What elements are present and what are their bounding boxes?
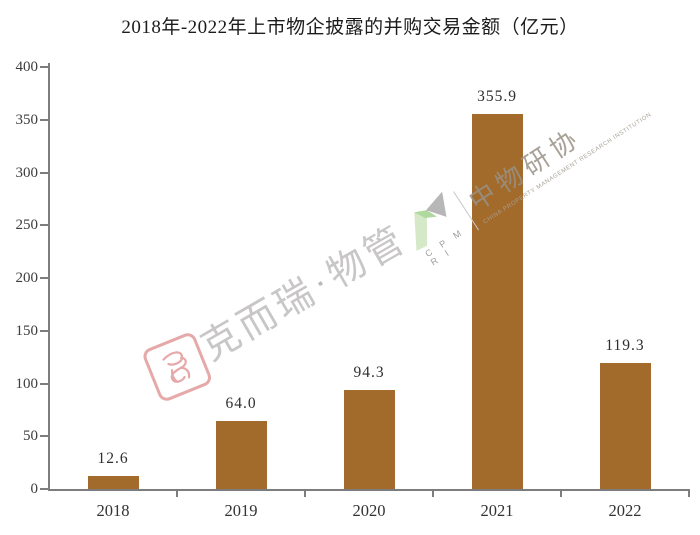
bar-value-label: 64.0 [225, 395, 257, 413]
bar-value-label: 94.3 [353, 363, 385, 381]
x-category-label: 2021 [480, 501, 514, 520]
x-category-label: 2022 [608, 501, 642, 520]
cpmri-acronym: C P M R I [423, 226, 467, 268]
x-category-label: 2020 [352, 501, 386, 520]
cpmri-logo-gray-shape [396, 190, 464, 252]
x-category-label: 2018 [96, 501, 130, 520]
x-axis-line [48, 489, 689, 491]
y-axis-tick-label: 400 [15, 59, 39, 75]
y-axis-tick-label: 350 [15, 111, 39, 128]
y-axis-tick [40, 488, 49, 490]
cpmri-logo-icon: C P M R I [396, 190, 476, 271]
y-axis-tick [40, 66, 49, 68]
bar-value-label: 355.9 [477, 87, 517, 105]
y-axis-tick-label: 300 [15, 164, 39, 181]
y-axis-tick [40, 329, 49, 332]
cpmri-cn-char: 协 [543, 121, 588, 164]
bar-2019 [215, 421, 267, 489]
chart-title: 2018年-2022年上市物企披露的并购交易金额（亿元） [121, 17, 579, 38]
y-axis-tick-label: 100 [15, 375, 39, 392]
cpmri-logo-green-mid-shape [396, 190, 464, 252]
x-axis-tick [560, 489, 562, 497]
bar-2021 [471, 113, 523, 489]
watermark-char: 物 [320, 241, 375, 297]
watermark-char: 而 [230, 292, 285, 349]
x-category-label: 2019 [224, 501, 258, 520]
x-axis-tick [176, 489, 178, 497]
watermark-char: 瑞 [267, 271, 322, 328]
y-axis-tick [40, 118, 49, 121]
y-axis-tick [40, 224, 49, 227]
x-axis-tick [432, 489, 434, 497]
bar-2020 [343, 389, 395, 489]
cpmri-cn-char: 研 [517, 138, 561, 182]
y-axis-tick [40, 277, 49, 279]
y-axis-tick-label: 0 [30, 481, 39, 497]
y-axis-tick [40, 435, 49, 438]
y-axis-tick [40, 382, 49, 385]
y-axis-tick-label: 200 [15, 270, 39, 286]
bar-2022 [599, 363, 651, 489]
watermark-char: 管 [356, 220, 411, 276]
watermark-separator-dot: ▪ [314, 275, 327, 292]
watermark-char: 克 [194, 313, 249, 370]
y-axis-tick-label: 150 [15, 322, 39, 339]
bar-value-label: 119.3 [605, 337, 645, 355]
x-axis-tick [688, 489, 690, 497]
cpmri-logo-green-light-shape [396, 190, 464, 252]
y-axis-tick [40, 171, 49, 174]
bar-2018 [87, 475, 139, 489]
bar-value-label: 12.6 [97, 449, 129, 467]
cric-seal-icon [140, 330, 214, 404]
x-axis-tick [304, 489, 306, 497]
y-axis-tick-label: 250 [15, 217, 39, 234]
y-axis-tick-label: 50 [23, 428, 38, 445]
y-axis-line [48, 63, 50, 490]
